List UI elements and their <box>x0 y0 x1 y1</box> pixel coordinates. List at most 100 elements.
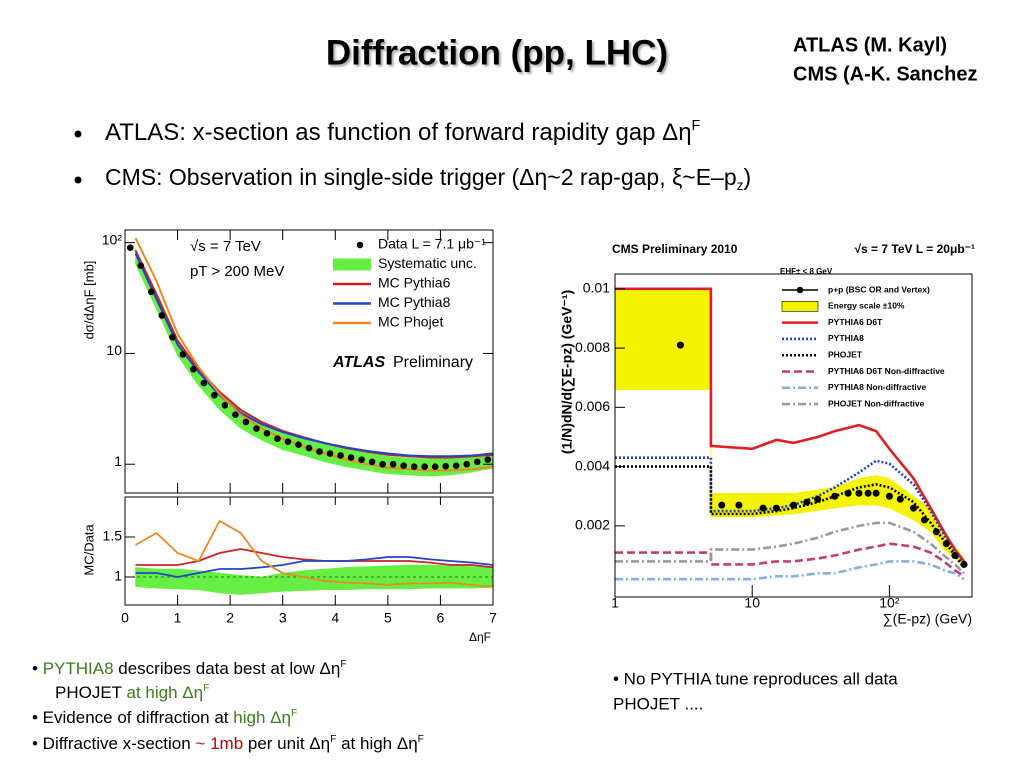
data-point <box>759 504 767 512</box>
series-line <box>615 287 966 563</box>
legend-label: MC Pythia6 <box>378 275 451 291</box>
y-tick-label: 0.01 <box>583 280 610 296</box>
data-point <box>337 452 344 459</box>
legend-label: PYTHIA8 Non-diffractive <box>828 382 927 392</box>
data-point <box>200 379 208 387</box>
note-line: • Diffractive x-section ~ 1mb per unit Δ… <box>32 734 424 753</box>
data-point <box>831 492 839 500</box>
data-point <box>137 262 145 269</box>
data-point <box>326 450 334 457</box>
plot-frame <box>124 229 494 494</box>
text-run: F <box>203 683 209 694</box>
data-point <box>221 402 229 409</box>
data-point <box>242 418 250 426</box>
legend-label: p+p (BSC OR and Vertex) <box>828 284 930 294</box>
text-run: describes data best at low Δη <box>114 659 341 678</box>
data-point <box>190 365 197 373</box>
text-run: per unit Δη <box>243 734 330 753</box>
text-run: ~ 1mb <box>195 734 243 753</box>
text-run: PYTHIA8 <box>43 659 114 678</box>
series-line <box>615 560 965 581</box>
legend-label: PHOJET Non-diffractive <box>828 398 925 408</box>
legend-label: PHOJET <box>828 349 863 359</box>
legend-marker <box>333 258 371 271</box>
text-run: • Diffractive x-section <box>32 734 195 753</box>
bullet <box>74 130 82 138</box>
data-point <box>735 501 743 509</box>
data-point <box>410 463 418 470</box>
data-point <box>305 444 313 452</box>
y-tick-label: 1 <box>114 453 122 469</box>
text-run: at high Δη <box>336 734 417 753</box>
data-point <box>844 489 852 497</box>
data-point <box>400 462 407 469</box>
legend-label: Energy scale ±10% <box>828 301 905 311</box>
data-point <box>431 463 439 470</box>
y-tick-label: 0.002 <box>575 517 610 533</box>
data-point <box>864 489 872 497</box>
brand: ATLAS <box>332 354 385 371</box>
legend-label: PYTHIA8 <box>828 333 864 343</box>
data-point <box>484 456 492 463</box>
series-line <box>135 556 494 578</box>
annotation: √s = 7 TeV L = 20μb⁻¹ <box>854 242 975 256</box>
x-tick-label: 6 <box>437 610 445 626</box>
x-tick-label: 10² <box>879 595 900 611</box>
data-point <box>147 288 155 296</box>
data-point <box>442 462 449 470</box>
data-point <box>232 411 239 418</box>
data-point <box>179 351 187 358</box>
y-tick-label: 0.006 <box>575 398 610 414</box>
x-tick-label: 3 <box>279 610 287 626</box>
text-run: F <box>692 118 701 134</box>
x-axis-label: ∑(E-pz) (GeV) <box>883 611 972 627</box>
band-segment <box>135 567 157 589</box>
text-run: F <box>418 734 424 745</box>
data-point <box>126 244 134 251</box>
legend-marker <box>356 241 364 249</box>
text-run: z <box>737 178 744 193</box>
slide-title: Diffraction (pp, LHC) <box>326 33 668 72</box>
x-axis-label: ΔηF <box>469 630 491 644</box>
note-line: • No PYTHIA tune reproduces all data <box>613 669 898 688</box>
x-tick-label: 10 <box>744 595 760 611</box>
data-point <box>463 460 471 468</box>
bullet <box>74 176 82 184</box>
text-run: ATLAS: x-section as function of forward … <box>105 119 692 146</box>
data-point <box>803 498 811 506</box>
text-run: F <box>330 734 336 745</box>
data-point <box>211 391 218 399</box>
bullet-text: ATLAS: x-section as function of forward … <box>105 118 701 147</box>
data-point <box>855 489 863 497</box>
legend-label: PYTHIA6 D6T <box>828 317 883 327</box>
text-run: PHOJET <box>55 683 122 702</box>
note-line: PHOJET .... <box>613 694 703 713</box>
legend-label: PYTHIA6 D6T Non-diffractive <box>828 366 945 376</box>
data-point <box>942 540 950 548</box>
brand-note: Preliminary <box>393 354 473 371</box>
legend-marker <box>796 286 804 294</box>
y-tick-label: 1.5 <box>103 528 123 544</box>
data-point <box>920 516 928 524</box>
x-tick-label: 1 <box>174 610 182 626</box>
annotation: pT > 200 MeV <box>190 263 284 280</box>
x-tick-label: 4 <box>331 610 339 626</box>
series-line <box>615 456 966 566</box>
data-point <box>358 456 365 463</box>
data-point <box>253 425 260 432</box>
x-tick-label: 2 <box>226 610 234 626</box>
credit: CMS (A-K. Sanchez <box>793 63 977 85</box>
data-point <box>368 458 376 466</box>
y-tick-label: 10 <box>106 342 122 358</box>
band-segment <box>614 288 712 390</box>
band-segment <box>198 570 220 594</box>
data-point <box>885 492 893 500</box>
data-point <box>169 333 176 341</box>
series-line <box>615 521 965 575</box>
x-tick-label: 1 <box>611 595 619 611</box>
band-segment <box>177 568 199 591</box>
band-segment <box>219 572 241 595</box>
legend-label: MC Phojet <box>378 314 443 330</box>
chart-title: CMS Preliminary 2010 <box>612 242 738 256</box>
